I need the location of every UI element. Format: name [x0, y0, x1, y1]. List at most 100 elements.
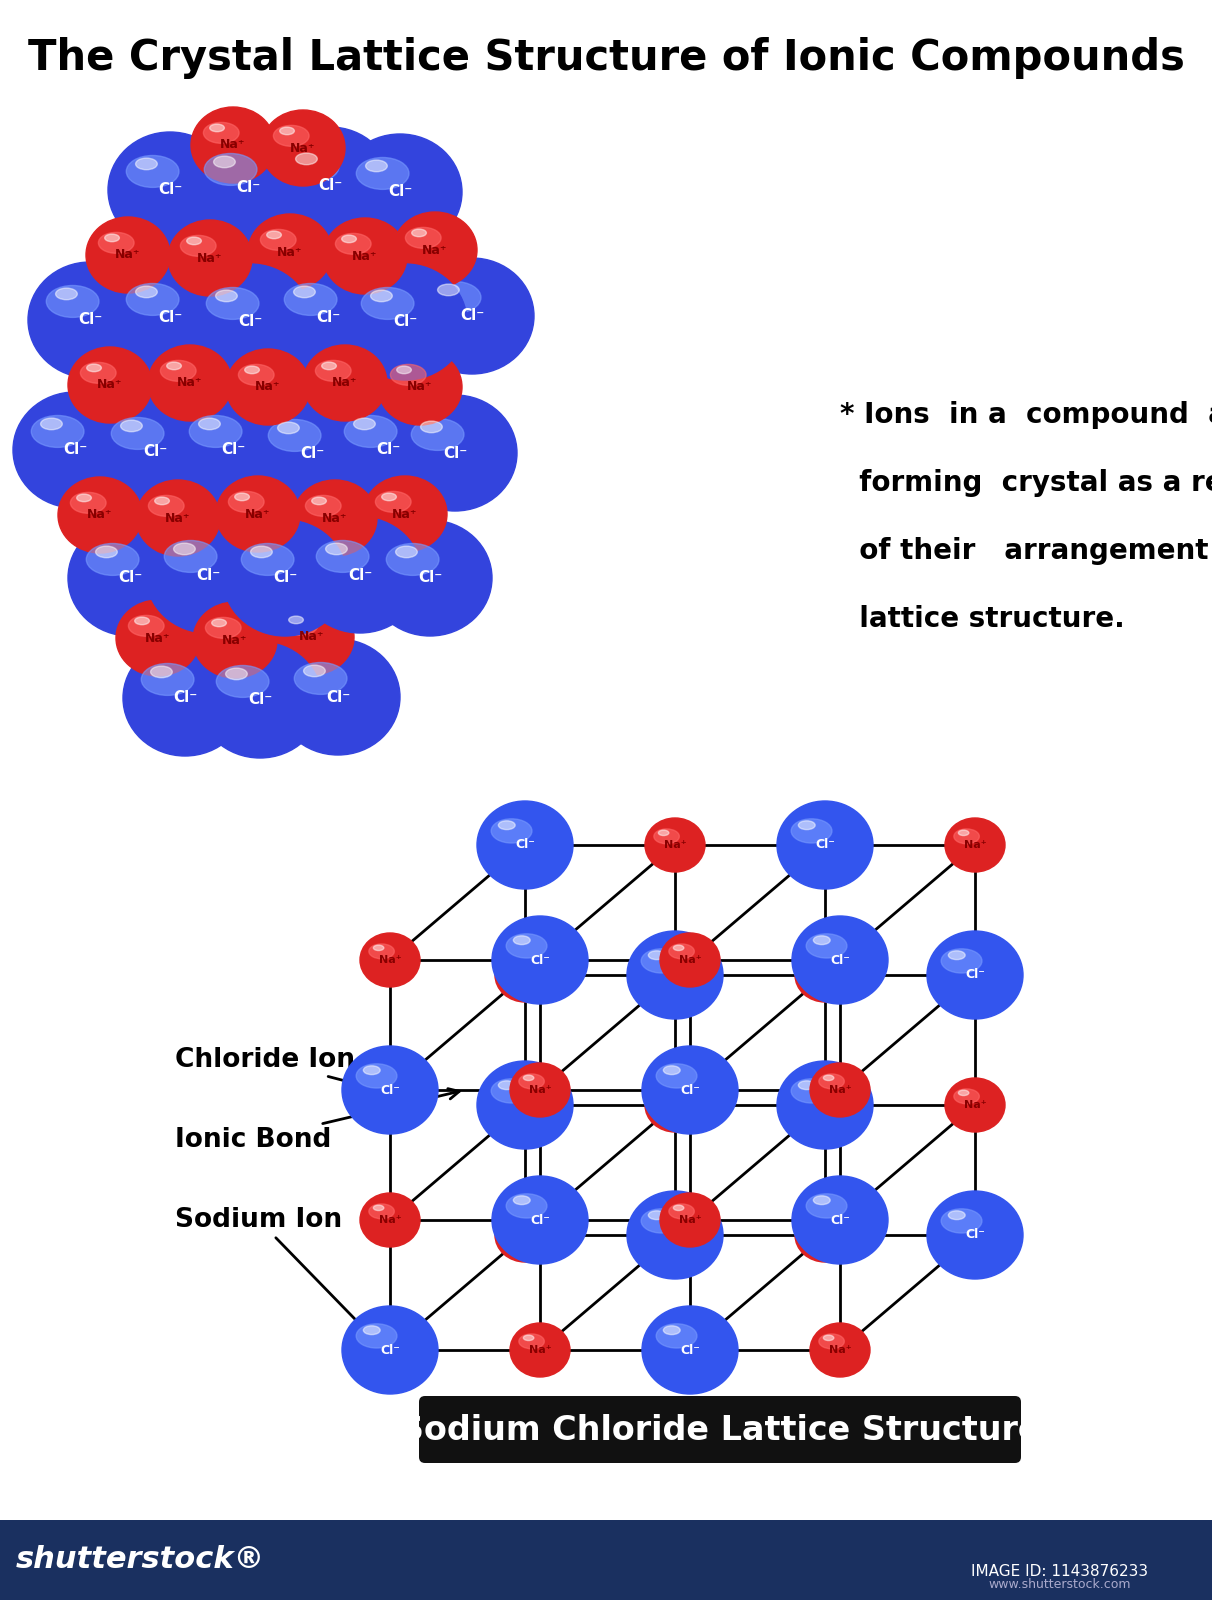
- Ellipse shape: [160, 360, 196, 381]
- Ellipse shape: [326, 392, 450, 509]
- Text: Cl⁻: Cl⁻: [381, 1344, 400, 1357]
- Ellipse shape: [510, 1062, 570, 1117]
- Ellipse shape: [216, 290, 238, 302]
- Ellipse shape: [942, 949, 982, 973]
- Text: Cl⁻: Cl⁻: [388, 184, 412, 200]
- Text: Na⁺: Na⁺: [829, 1346, 851, 1355]
- Ellipse shape: [155, 498, 170, 504]
- Ellipse shape: [241, 544, 295, 576]
- Text: Cl⁻: Cl⁻: [515, 1099, 534, 1112]
- Text: Cl⁻: Cl⁻: [442, 445, 467, 461]
- Text: Na⁺: Na⁺: [278, 245, 303, 259]
- Text: Cl⁻: Cl⁻: [158, 182, 182, 197]
- Ellipse shape: [126, 283, 179, 315]
- Text: Na⁺: Na⁺: [256, 381, 281, 394]
- Text: Sodium Ion: Sodium Ion: [175, 1206, 381, 1346]
- Ellipse shape: [250, 395, 375, 512]
- Ellipse shape: [954, 1090, 979, 1104]
- Ellipse shape: [112, 418, 164, 450]
- Ellipse shape: [653, 1090, 680, 1104]
- Ellipse shape: [658, 830, 669, 835]
- Ellipse shape: [813, 936, 830, 944]
- Text: Cl⁻: Cl⁻: [680, 1344, 701, 1357]
- Text: Na⁺: Na⁺: [87, 509, 113, 522]
- Ellipse shape: [806, 934, 847, 958]
- Ellipse shape: [642, 1306, 738, 1394]
- Ellipse shape: [148, 496, 184, 517]
- Text: Na⁺: Na⁺: [290, 141, 316, 155]
- Ellipse shape: [58, 477, 142, 554]
- Ellipse shape: [810, 1323, 870, 1378]
- Text: shutterstock®: shutterstock®: [16, 1546, 264, 1574]
- Text: Cl⁻: Cl⁻: [459, 309, 484, 323]
- Ellipse shape: [189, 416, 242, 448]
- Ellipse shape: [508, 1221, 519, 1226]
- Text: Na⁺: Na⁺: [245, 507, 270, 520]
- Ellipse shape: [32, 416, 84, 448]
- Ellipse shape: [927, 931, 1023, 1019]
- Text: Na⁺: Na⁺: [813, 970, 836, 979]
- Ellipse shape: [316, 541, 368, 573]
- Text: Cl⁻: Cl⁻: [326, 690, 350, 704]
- Ellipse shape: [235, 493, 250, 501]
- Ellipse shape: [356, 157, 408, 189]
- Ellipse shape: [168, 219, 252, 296]
- Ellipse shape: [819, 1334, 845, 1349]
- Ellipse shape: [76, 494, 91, 502]
- Text: Cl⁻: Cl⁻: [196, 568, 221, 582]
- Ellipse shape: [791, 819, 831, 843]
- Ellipse shape: [510, 1323, 570, 1378]
- Ellipse shape: [954, 829, 979, 843]
- Text: Na⁺: Na⁺: [679, 1214, 702, 1226]
- Ellipse shape: [145, 517, 270, 634]
- Text: Cl⁻: Cl⁻: [965, 968, 985, 981]
- Ellipse shape: [669, 944, 694, 958]
- Ellipse shape: [205, 154, 257, 186]
- Ellipse shape: [368, 520, 492, 635]
- Ellipse shape: [368, 944, 394, 958]
- Ellipse shape: [959, 1090, 968, 1096]
- Ellipse shape: [342, 1046, 438, 1134]
- Ellipse shape: [627, 931, 724, 1019]
- Ellipse shape: [68, 347, 152, 422]
- Ellipse shape: [274, 125, 309, 146]
- Text: Cl⁻: Cl⁻: [238, 315, 262, 330]
- Ellipse shape: [942, 1210, 982, 1234]
- Ellipse shape: [280, 126, 295, 134]
- Text: Chloride Ion: Chloride Ion: [175, 1046, 375, 1091]
- Ellipse shape: [492, 915, 588, 1005]
- Ellipse shape: [376, 491, 411, 512]
- Text: Cl⁻: Cl⁻: [418, 571, 442, 586]
- Ellipse shape: [98, 232, 135, 253]
- Text: Cl⁻: Cl⁻: [381, 1083, 400, 1096]
- Ellipse shape: [373, 946, 384, 950]
- Ellipse shape: [324, 218, 407, 294]
- Ellipse shape: [361, 288, 415, 320]
- Ellipse shape: [428, 282, 481, 314]
- Ellipse shape: [396, 366, 411, 374]
- Ellipse shape: [478, 1061, 573, 1149]
- Ellipse shape: [360, 933, 421, 987]
- Ellipse shape: [265, 259, 390, 376]
- Ellipse shape: [40, 418, 62, 430]
- Ellipse shape: [251, 546, 273, 558]
- Text: Na⁺: Na⁺: [332, 376, 358, 389]
- Ellipse shape: [295, 662, 347, 694]
- Ellipse shape: [80, 362, 116, 384]
- Ellipse shape: [507, 1194, 547, 1218]
- Ellipse shape: [120, 421, 142, 432]
- Ellipse shape: [411, 419, 464, 450]
- Ellipse shape: [494, 1208, 555, 1262]
- Text: Na⁺: Na⁺: [177, 376, 202, 389]
- Ellipse shape: [212, 619, 227, 627]
- Text: Na⁺: Na⁺: [393, 507, 418, 520]
- Ellipse shape: [808, 1221, 819, 1226]
- Ellipse shape: [507, 934, 547, 958]
- Text: Na⁺: Na⁺: [964, 840, 987, 850]
- Text: Cl⁻: Cl⁻: [158, 310, 182, 325]
- Text: Na⁺: Na⁺: [222, 634, 247, 646]
- Text: Cl⁻: Cl⁻: [118, 571, 142, 586]
- Ellipse shape: [368, 1203, 394, 1219]
- Text: Cl⁻: Cl⁻: [318, 178, 342, 192]
- Ellipse shape: [373, 1205, 384, 1211]
